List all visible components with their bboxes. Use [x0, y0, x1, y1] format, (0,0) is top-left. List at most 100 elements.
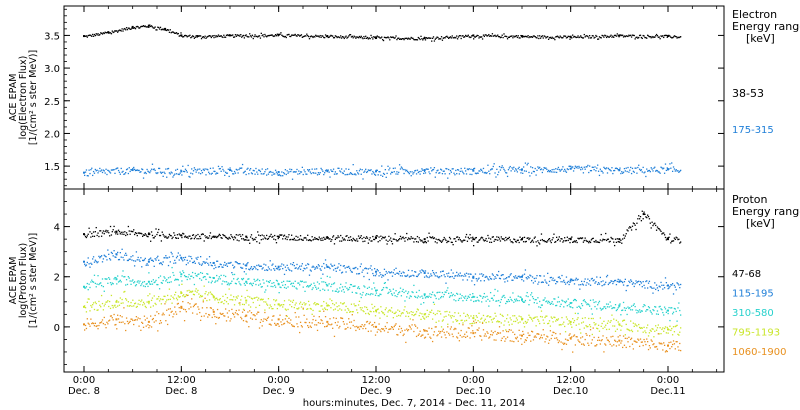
- series-dot: [141, 281, 144, 283]
- series-dot: [178, 296, 180, 298]
- series-dot: [602, 307, 604, 310]
- series-dot: [478, 327, 480, 329]
- series-dot: [399, 315, 402, 317]
- series-dot: [346, 311, 348, 314]
- series-dot: [236, 313, 238, 315]
- series-dot: [580, 337, 582, 339]
- series-dot: [103, 305, 105, 307]
- series-dot: [539, 35, 541, 37]
- series-dot: [263, 318, 265, 320]
- series-dot: [544, 297, 546, 299]
- series-dot: [476, 34, 478, 37]
- series-dot: [374, 294, 377, 296]
- series-dot: [324, 238, 326, 240]
- series-dot: [422, 315, 424, 318]
- series-dot: [576, 318, 578, 321]
- series-dot: [323, 36, 325, 39]
- series-dot: [183, 294, 185, 296]
- series-dot: [429, 275, 431, 277]
- series-dot: [473, 322, 476, 324]
- series-dot: [341, 35, 344, 38]
- series-dot: [102, 309, 105, 311]
- series-dot: [254, 238, 256, 241]
- series-dot: [593, 240, 595, 243]
- series-dot: [431, 269, 434, 272]
- series-dot: [364, 286, 366, 288]
- data-point: [277, 171, 280, 174]
- series-dot: [607, 238, 610, 240]
- series-dot: [183, 170, 185, 173]
- data-point: [180, 273, 183, 276]
- series-dot: [416, 275, 419, 278]
- series-dot: [173, 313, 175, 315]
- series-dot: [292, 239, 295, 241]
- series-dot: [149, 233, 151, 235]
- series-dot: [290, 35, 292, 38]
- series-dot: [555, 280, 558, 283]
- series-dot: [154, 26, 156, 28]
- series-dot: [622, 309, 624, 311]
- series-dot: [594, 324, 596, 326]
- series-dot: [662, 168, 664, 170]
- series-dot: [394, 273, 396, 275]
- series-dot: [631, 309, 634, 311]
- series-dot: [380, 37, 382, 39]
- series-dot: [138, 27, 140, 29]
- series-dot: [116, 283, 118, 285]
- series-dot: [310, 308, 312, 310]
- series-dot: [533, 317, 535, 319]
- series-dot: [201, 233, 204, 235]
- series-dot: [353, 267, 355, 270]
- series-dot: [475, 278, 477, 280]
- series-dot: [514, 240, 517, 243]
- series-dot: [580, 303, 583, 305]
- series-dot: [94, 322, 97, 324]
- series-dot: [491, 297, 494, 299]
- series-dot: [250, 266, 253, 268]
- series-dot: [96, 309, 98, 311]
- series-dot: [142, 301, 145, 304]
- series-dot: [152, 237, 155, 239]
- series-dot: [151, 259, 154, 261]
- series-dot: [308, 169, 311, 171]
- series-dot: [358, 237, 361, 240]
- series-dot: [223, 170, 225, 172]
- series-dot: [567, 280, 569, 283]
- series-dot: [168, 172, 171, 174]
- series-dot: [615, 167, 618, 169]
- series-dot: [229, 320, 231, 322]
- series-dot: [301, 326, 304, 328]
- series-dot: [580, 280, 583, 283]
- series-dot: [548, 320, 551, 322]
- series-dot: [457, 273, 460, 275]
- series-dot: [249, 283, 251, 285]
- series-dot: [117, 301, 120, 303]
- series-dot: [276, 307, 279, 310]
- series-dot: [390, 171, 393, 173]
- series-dot: [557, 36, 560, 38]
- series-dot: [307, 239, 310, 242]
- series-dot: [550, 316, 552, 318]
- series-dot: [665, 282, 668, 284]
- series-dot: [607, 36, 610, 38]
- series-dot: [386, 36, 388, 39]
- series-dot: [669, 325, 671, 327]
- series-dot: [198, 172, 200, 174]
- series-dot: [261, 285, 263, 288]
- series-dot: [428, 327, 430, 329]
- data-point: [472, 275, 475, 278]
- series-dot: [135, 306, 138, 308]
- series-dot: [220, 274, 222, 277]
- series-dot: [616, 328, 618, 330]
- series-dot: [626, 170, 628, 173]
- series-dot: [282, 264, 285, 266]
- series-dot: [114, 324, 116, 326]
- series-dot: [421, 313, 423, 315]
- series-dot: [624, 235, 626, 237]
- series-dot: [365, 37, 368, 39]
- series-dot: [115, 323, 117, 326]
- series-dot: [360, 173, 362, 175]
- series-dot: [452, 335, 454, 338]
- series-dot: [320, 269, 322, 271]
- series-dot: [248, 326, 250, 328]
